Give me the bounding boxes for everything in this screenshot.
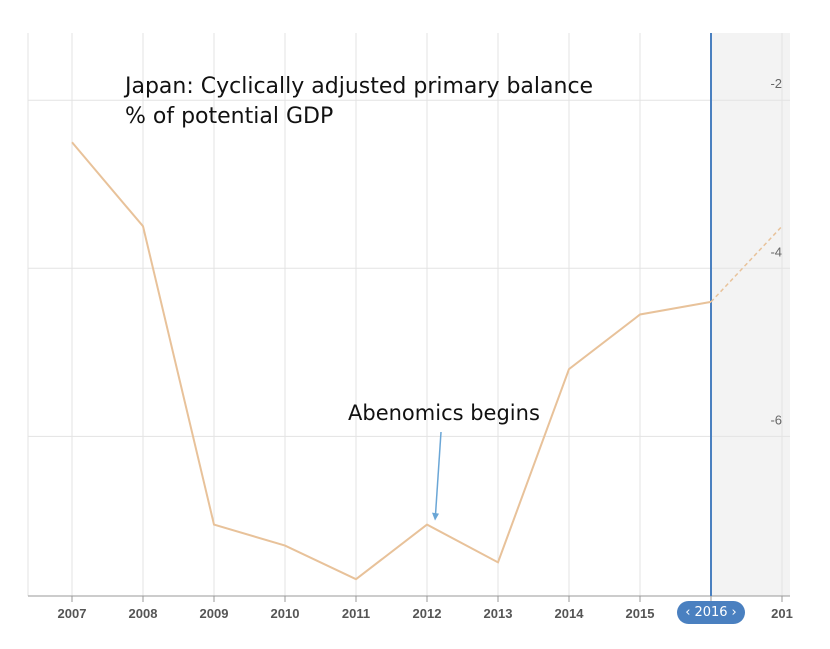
- chart-subtitle: % of potential GDP: [125, 104, 334, 129]
- annotation-arrow-head: [432, 512, 439, 521]
- annotation-arrow: [434, 431, 442, 515]
- x-tick-label: 2012: [413, 606, 442, 621]
- x-tick-label: 2011: [342, 606, 370, 621]
- series-line-projection: [710, 225, 783, 303]
- x-tick-label: 2015: [626, 606, 655, 621]
- x-axis-ticks: [71, 596, 783, 602]
- year-navigator[interactable]: ‹ 2016 ›: [677, 601, 745, 624]
- series-line: [71, 141, 712, 581]
- x-tick-label: 2009: [200, 606, 229, 621]
- y-tick-label: -6: [770, 412, 782, 427]
- x-tick-label: 2008: [129, 606, 158, 621]
- x-tick-label: 2010: [271, 606, 300, 621]
- chevron-left-icon[interactable]: ‹: [685, 605, 691, 620]
- y-tick-label: -2: [770, 76, 782, 91]
- chart-title: Japan: Cyclically adjusted primary balan…: [125, 74, 594, 99]
- annotation-label: Abenomics begins: [348, 401, 540, 425]
- x-tick-label: 201: [771, 606, 793, 621]
- x-tick-label: 2007: [58, 606, 87, 621]
- highlighted-year-label: 2016: [694, 605, 728, 620]
- x-tick-label: 2013: [484, 606, 513, 621]
- y-tick-label: -4: [770, 244, 782, 259]
- y-axis-labels: -2 -4 -6: [770, 76, 782, 427]
- projection-shade: [711, 33, 790, 596]
- horizontal-gridlines: [28, 99, 790, 437]
- chevron-right-icon[interactable]: ›: [731, 605, 737, 620]
- x-tick-label: 2014: [555, 606, 585, 621]
- x-axis-labels: 2007 2008 2009 2010 2011 2012 2013 2014 2015 201: [58, 606, 793, 621]
